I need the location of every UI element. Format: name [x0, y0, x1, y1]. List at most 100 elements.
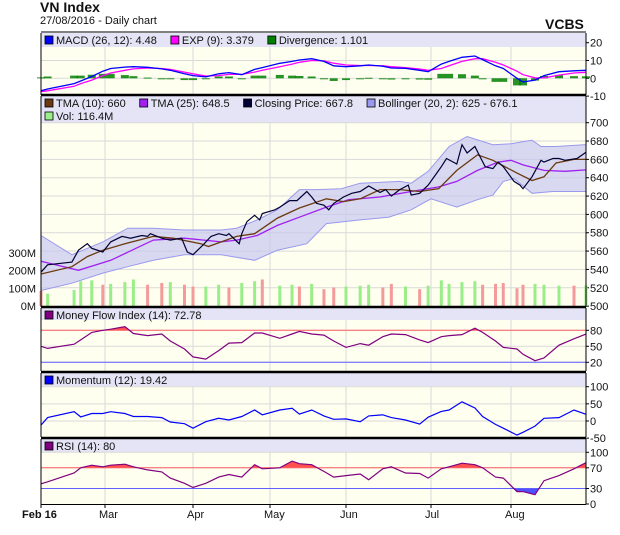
legend-label: Closing Price: 667.8: [255, 98, 353, 110]
volume-bar: [253, 281, 257, 306]
y-tick-label: 100: [590, 382, 608, 394]
y-tick-label: 20: [590, 357, 602, 369]
divergence-bar: [250, 75, 259, 79]
legend-band: [41, 439, 586, 452]
divergence-bar: [513, 78, 521, 86]
legend-label: EXP (9): 3.379: [182, 35, 254, 47]
y-tick-label: 700: [590, 118, 608, 130]
volume-bar: [46, 293, 50, 306]
divergence-bar: [76, 75, 85, 79]
legend-band: [41, 96, 586, 123]
divergence-bar: [491, 78, 500, 82]
divergence-bar: [499, 78, 508, 82]
volume-bar: [418, 289, 422, 306]
y-tick-label: -50: [590, 433, 606, 445]
y-tick-label: 20: [590, 38, 602, 50]
volume-bar: [109, 283, 113, 306]
divergence-bar: [106, 73, 115, 79]
y-tick-label: 600: [590, 209, 608, 221]
panel-mfi: 80 50 20 Money Flow Index (14): 72.78: [40, 305, 602, 371]
divergence-bar: [478, 78, 487, 80]
divergence-bar: [356, 78, 365, 80]
divergence-bar: [307, 76, 316, 79]
legend-swatch-icon: [243, 98, 252, 108]
y-tick-label: 620: [590, 191, 608, 203]
volume-bar: [481, 284, 485, 306]
volume-bar: [381, 287, 385, 306]
legend-label: TMA (25): 648.5: [151, 98, 230, 110]
divergence-bar: [319, 78, 328, 80]
volume-tick-label: 100M: [8, 283, 36, 295]
volume-bar: [182, 284, 186, 306]
volume-bar: [389, 283, 393, 306]
legend-label: Money Flow Index (14): 72.78: [56, 310, 202, 322]
volume-bar: [168, 282, 172, 306]
y-tick-label: 660: [590, 154, 608, 166]
volume-bar: [473, 281, 477, 306]
y-tick-label: 70: [590, 463, 602, 475]
volume-bar: [290, 284, 294, 306]
volume-bar: [260, 279, 264, 306]
y-tick-label: 540: [590, 264, 608, 276]
panel-macd: 20 10 0 -10 MACD (26, 12): 4.48 EXP (9): 3.37…: [37, 31, 606, 103]
volume-bar: [521, 284, 525, 306]
oversold-fill: [41, 488, 586, 495]
legend-swatch-icon: [170, 35, 180, 45]
divergence-bar: [166, 78, 175, 80]
x-tick-label: Jul: [425, 509, 439, 521]
divergence-bar: [295, 75, 304, 79]
macd-line: [40, 55, 587, 92]
y-tick-label: 680: [590, 136, 608, 148]
legend-swatch-icon: [44, 98, 54, 108]
volume-bar: [447, 283, 451, 306]
volume-bar: [240, 282, 244, 306]
divergence-bar: [43, 76, 52, 79]
volume-bar: [344, 286, 348, 306]
volume-bar: [123, 282, 127, 306]
x-tick-label: Mar: [99, 509, 118, 521]
divergence-bar: [237, 78, 246, 80]
overbought-fill: [80, 461, 586, 468]
volume-bar: [297, 286, 301, 306]
volume-bar: [146, 284, 150, 306]
volume-bar: [204, 286, 208, 306]
divergence-bar: [157, 78, 166, 80]
volume-bar: [101, 284, 105, 306]
bollinger-band: [41, 136, 586, 291]
volume-bar: [227, 287, 231, 306]
divergence-bar: [288, 75, 297, 79]
volume-bar: [404, 286, 407, 306]
y-tick-label: 10: [590, 56, 602, 68]
panel-rsi: 100 70 30 0 RSI (14): 80: [40, 436, 608, 511]
divergence-bar: [401, 78, 410, 80]
divergence-bar: [540, 75, 548, 79]
divergence-bar: [214, 76, 223, 79]
tma10-line: [40, 154, 586, 275]
bollinger-lower-line: [40, 178, 586, 291]
divergence-bar: [201, 78, 210, 80]
x-tick-label: Jun: [340, 509, 358, 521]
legend-label: Momentum (12): 19.42: [56, 375, 167, 387]
chart-subtitle: 27/08/2016 - Daily chart: [40, 15, 157, 27]
volume-tick-label: 300M: [8, 248, 36, 260]
divergence-bar: [224, 76, 233, 79]
divergence-bar: [180, 78, 189, 81]
volume-bar: [494, 283, 498, 306]
volume-bar: [439, 280, 443, 306]
divergence-bar: [387, 78, 396, 80]
panel-momentum: 100 50 0 -50 Momentum (12): 19.42: [40, 370, 608, 445]
legend-label: Divergence: 1.101: [279, 35, 368, 47]
chart-title: VN Index: [40, 0, 100, 15]
divergence-bar: [437, 73, 446, 79]
legend-swatch-icon: [44, 111, 54, 121]
volume-bar: [501, 282, 505, 306]
divergence-bar: [457, 74, 466, 79]
legend-swatch-icon: [44, 35, 54, 45]
y-tick-label: 640: [590, 173, 608, 185]
divergence-bar: [120, 75, 129, 79]
y-tick-label: 30: [590, 483, 602, 495]
volume-bar: [131, 279, 135, 306]
volume-bar: [358, 285, 362, 306]
divergence-bar: [470, 75, 479, 79]
y-tick-label: 520: [590, 283, 608, 295]
